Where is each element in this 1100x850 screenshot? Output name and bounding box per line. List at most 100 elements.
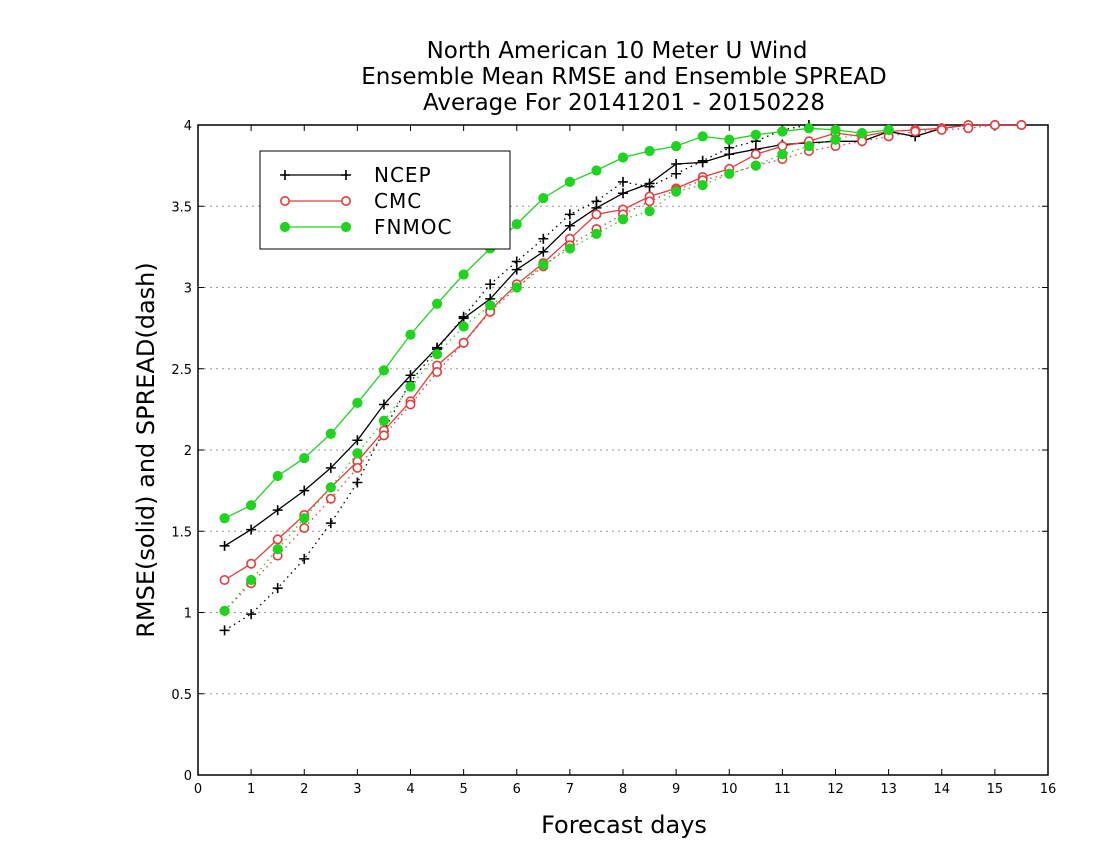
x-tick-label: 7 (566, 782, 574, 797)
fnmoc-rmse-point (219, 513, 230, 524)
x-tick-label: 12 (827, 782, 844, 797)
y-tick-label: 2 (184, 444, 192, 459)
y-tick-label: 3.5 (171, 200, 192, 215)
fnmoc-spread-series (219, 124, 894, 616)
fnmoc-rmse-point (591, 165, 602, 176)
fnmoc-rmse-point (724, 134, 735, 145)
ncep-spread-point (352, 477, 363, 488)
fnmoc-rmse-point (671, 141, 682, 152)
cmc-spread-point (352, 462, 363, 473)
cmc-spread-point (432, 366, 443, 377)
x-tick-label: 5 (459, 782, 467, 797)
cmc-rmse-point (219, 574, 230, 585)
fnmoc-spread-point (246, 574, 257, 586)
y-axis-label: RMSE(solid) and SPREAD(dash) (132, 262, 160, 638)
ncep-spread-point (644, 181, 655, 192)
fnmoc-rmse-point (777, 126, 788, 137)
fnmoc-spread-point (431, 349, 443, 360)
cmc-rmse-point (246, 558, 257, 569)
x-tick-label: 6 (513, 782, 521, 797)
fnmoc-spread-point (803, 141, 815, 152)
y-tick-label: 3 (184, 282, 192, 297)
fnmoc-rmse-point (803, 123, 815, 134)
ncep-rmse-point (671, 159, 682, 169)
legend-label: CMC (374, 189, 422, 213)
ncep-rmse-point (219, 540, 230, 551)
cmc-rmse-point (272, 534, 283, 545)
fnmoc-rmse-point (458, 269, 469, 280)
fnmoc-rmse-point (644, 145, 655, 157)
ncep-spread-point (299, 553, 310, 564)
fnmoc-spread-point (724, 168, 735, 179)
ncep-spread-line (224, 124, 810, 631)
ncep-spread-point (272, 583, 283, 594)
cmc-spread-point (378, 430, 389, 441)
x-tick-label: 9 (672, 782, 680, 797)
x-tick-label: 4 (406, 782, 414, 797)
fnmoc-rmse-point (538, 193, 549, 204)
y-tick-label: 0 (184, 769, 192, 784)
fnmoc-spread-point (538, 259, 549, 270)
x-tick-label: 11 (774, 782, 791, 797)
fnmoc-rmse-point (830, 124, 841, 135)
ncep-spread-point (219, 625, 230, 636)
ncep-spread-point (697, 155, 708, 166)
title-line-2: Ensemble Mean RMSE and Ensemble SPREAD (361, 64, 886, 90)
x-tick-label: 15 (987, 782, 1004, 797)
x-axis: 0 1 2 3 4 5 6 7 8 9 10 11 12 13 14 15 16 (194, 125, 1056, 797)
ncep-spread-point (485, 279, 496, 290)
ncep-rmse-point (352, 435, 363, 446)
fnmoc-rmse-point (272, 470, 283, 482)
fnmoc-rmse-point (564, 176, 575, 187)
fnmoc-spread-point (644, 206, 655, 217)
ncep-rmse-point (618, 188, 628, 199)
x-tick-label: 14 (933, 782, 950, 797)
fnmoc-rmse-point (299, 453, 310, 464)
fnmoc-spread-point (511, 282, 522, 293)
x-tick-label: 0 (194, 782, 202, 797)
legend-item-cmc: CMC (279, 189, 422, 213)
ncep-spread-point (618, 176, 628, 187)
x-tick-label: 2 (300, 782, 308, 797)
fnmoc-spread-point (750, 160, 761, 171)
ncep-rmse-point (378, 399, 389, 410)
fnmoc-spread-point (485, 300, 496, 311)
legend-item-ncep: NCEP (280, 163, 431, 187)
fnmoc-rmse-point (352, 397, 363, 408)
fnmoc-rmse-point (750, 129, 761, 140)
fnmoc-spread-point (617, 214, 629, 225)
ncep-rmse-point (538, 246, 549, 257)
ncep-rmse-point (325, 462, 336, 473)
ncep-rmse-point (299, 485, 310, 496)
cmc-spread-point (325, 493, 336, 504)
legend-label: FNMOC (374, 215, 452, 239)
fnmoc-spread-point (564, 243, 575, 254)
fnmoc-rmse-point (617, 152, 629, 163)
ncep-rmse-point (564, 220, 575, 231)
x-axis-label: Forecast days (541, 811, 707, 839)
cmc-rmse-point (750, 149, 761, 160)
x-tick-label: 10 (721, 782, 738, 797)
legend-box (259, 150, 511, 250)
ncep-spread-series (219, 120, 814, 636)
title-line-3: Average For 20141201 - 20150228 (423, 90, 825, 116)
cmc-spread-point (644, 196, 655, 207)
y-tick-label: 1.5 (171, 525, 192, 540)
legend-marker (280, 170, 290, 180)
legend-marker (341, 170, 351, 180)
fnmoc-spread-point (352, 448, 363, 459)
cmc-spread-point (936, 124, 947, 135)
y-tick-label: 4 (184, 119, 192, 134)
y-tick-label: 1 (184, 607, 192, 622)
fnmoc-spread-point (830, 134, 841, 145)
x-tick-label: 3 (353, 782, 361, 797)
chart-title: North American 10 Meter U Wind Ensemble … (361, 38, 886, 116)
ncep-spread-point (538, 233, 549, 244)
fnmoc-spread-point (777, 149, 788, 160)
ncep-spread-point (246, 609, 257, 620)
cmc-spread-point (989, 120, 1000, 131)
series-layer (219, 120, 1027, 636)
fnmoc-spread-point (591, 228, 602, 239)
